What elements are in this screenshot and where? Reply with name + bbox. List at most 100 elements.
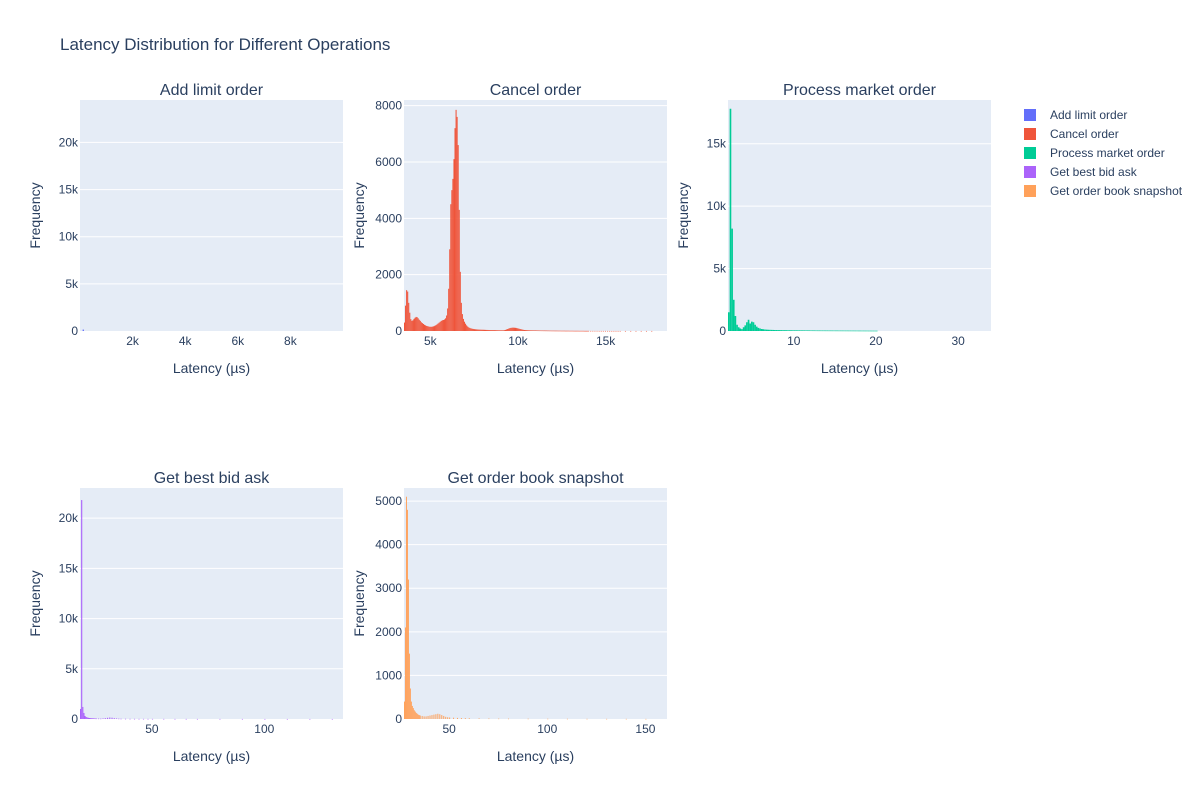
histogram-bar bbox=[823, 330, 825, 332]
histogram-bar bbox=[874, 330, 876, 332]
plot-background bbox=[728, 100, 991, 331]
histogram-bar bbox=[418, 715, 420, 719]
legend-item[interactable]: Process market order bbox=[1024, 146, 1165, 160]
histogram-bar bbox=[414, 711, 416, 719]
histogram-bar bbox=[548, 330, 550, 332]
histogram-bar bbox=[431, 326, 433, 331]
legend-swatch bbox=[1024, 128, 1036, 140]
histogram-bar bbox=[844, 330, 847, 332]
histogram-bar bbox=[138, 718, 140, 720]
histogram-bar bbox=[607, 330, 609, 332]
x-axis-title: Latency (µs) bbox=[173, 748, 250, 764]
histogram-bar bbox=[573, 330, 575, 332]
histogram-bar bbox=[241, 718, 243, 720]
histogram-bar bbox=[286, 718, 288, 720]
histogram-bar bbox=[129, 718, 131, 720]
histogram-bar bbox=[744, 325, 747, 331]
histogram-bar bbox=[543, 330, 545, 332]
histogram-bar bbox=[409, 312, 411, 331]
subplot-title: Process market order bbox=[783, 82, 937, 99]
histogram-bar bbox=[453, 717, 455, 719]
histogram-bar bbox=[429, 715, 431, 719]
histogram-bar bbox=[481, 329, 483, 331]
histogram-bar bbox=[92, 718, 94, 719]
histogram-bar bbox=[407, 579, 409, 719]
histogram-bar bbox=[843, 330, 845, 332]
x-tick-label: 100 bbox=[537, 722, 557, 736]
y-tick-label: 1000 bbox=[375, 668, 402, 682]
histogram-bar bbox=[816, 330, 819, 332]
y-tick-label: 0 bbox=[395, 712, 402, 726]
histogram-bar bbox=[535, 330, 537, 332]
histogram-bar bbox=[783, 330, 786, 331]
histogram-bar bbox=[500, 330, 502, 331]
y-tick-label: 0 bbox=[719, 324, 726, 338]
histogram-bar bbox=[81, 500, 83, 719]
histogram-bar bbox=[640, 330, 642, 332]
legend-item[interactable]: Add limit order bbox=[1024, 108, 1127, 122]
histogram-bar bbox=[438, 322, 440, 331]
histogram-bar bbox=[519, 329, 521, 331]
histogram-bar bbox=[625, 718, 627, 720]
histogram-bar bbox=[561, 330, 563, 332]
legend[interactable]: Add limit order Cancel order Process marke… bbox=[1024, 108, 1183, 198]
histogram-bar bbox=[430, 326, 432, 331]
subplot-2: 0 2000 4000 6000 8000 5k 10k 15k Cancel order Lat… bbox=[351, 82, 667, 376]
histogram-bar bbox=[523, 329, 525, 331]
histogram-bar bbox=[600, 330, 602, 332]
histogram-bar bbox=[95, 718, 97, 720]
histogram-bar bbox=[456, 717, 458, 719]
y-tick-label: 0 bbox=[395, 324, 402, 338]
x-tick-label: 20 bbox=[869, 334, 883, 348]
histogram-bar bbox=[788, 330, 791, 331]
histogram-bar bbox=[645, 330, 648, 332]
legend-swatch bbox=[1024, 109, 1036, 121]
y-tick-label: 5000 bbox=[375, 494, 402, 508]
histogram-bar bbox=[613, 330, 615, 332]
histogram-bar bbox=[521, 329, 523, 331]
histogram-bar bbox=[736, 324, 738, 331]
histogram-bar bbox=[518, 328, 520, 331]
histogram-bar bbox=[824, 330, 827, 332]
histogram-bar bbox=[564, 330, 567, 332]
histogram-bar bbox=[151, 718, 154, 720]
histogram-bar bbox=[803, 330, 806, 331]
subplot-4: 0 5k 10k 15k 20k 50 100 Get best bid ask Latency… bbox=[27, 470, 343, 764]
histogram-bar bbox=[728, 312, 730, 331]
histogram-bar bbox=[483, 329, 486, 331]
histogram-bar bbox=[491, 330, 493, 331]
histogram-bar bbox=[562, 330, 564, 332]
histogram-bar bbox=[801, 330, 804, 331]
histogram-bar bbox=[124, 718, 127, 720]
subplot-1: 0 5k 10k 15k 20k 2k 4k 6k 8k Add limit order Laten… bbox=[27, 82, 343, 376]
legend-item[interactable]: Get order book snapshot bbox=[1024, 184, 1183, 198]
histogram-bar bbox=[413, 710, 415, 719]
histogram-bar bbox=[590, 330, 592, 332]
histogram-bar bbox=[454, 128, 456, 331]
histogram-bar bbox=[331, 718, 333, 720]
histogram-bar bbox=[754, 324, 756, 331]
legend-swatch bbox=[1024, 185, 1036, 197]
legend-item[interactable]: Get best bid ask bbox=[1024, 165, 1138, 179]
histogram-bar bbox=[410, 319, 412, 331]
histogram-bar bbox=[404, 627, 406, 719]
histogram-bar bbox=[596, 330, 598, 332]
histogram-bar bbox=[555, 330, 557, 332]
histogram-bar bbox=[871, 330, 873, 332]
histogram-bar bbox=[449, 717, 451, 719]
histogram-bar bbox=[846, 330, 848, 332]
histogram-bar bbox=[410, 701, 412, 719]
histogram-bar bbox=[805, 330, 807, 332]
histogram-bar bbox=[404, 322, 406, 331]
legend-item[interactable]: Cancel order bbox=[1024, 127, 1119, 141]
y-axis-title: Frequency bbox=[675, 182, 691, 248]
histogram-bar bbox=[517, 328, 519, 331]
legend-label: Process market order bbox=[1050, 146, 1165, 160]
histogram-bar bbox=[580, 330, 582, 332]
histogram-bar bbox=[567, 330, 569, 332]
subplot-title: Get best bid ask bbox=[154, 470, 271, 487]
histogram-bar bbox=[774, 330, 776, 331]
histogram-bar bbox=[757, 327, 760, 331]
histogram-bar bbox=[551, 330, 553, 332]
histogram-bar bbox=[826, 330, 829, 332]
